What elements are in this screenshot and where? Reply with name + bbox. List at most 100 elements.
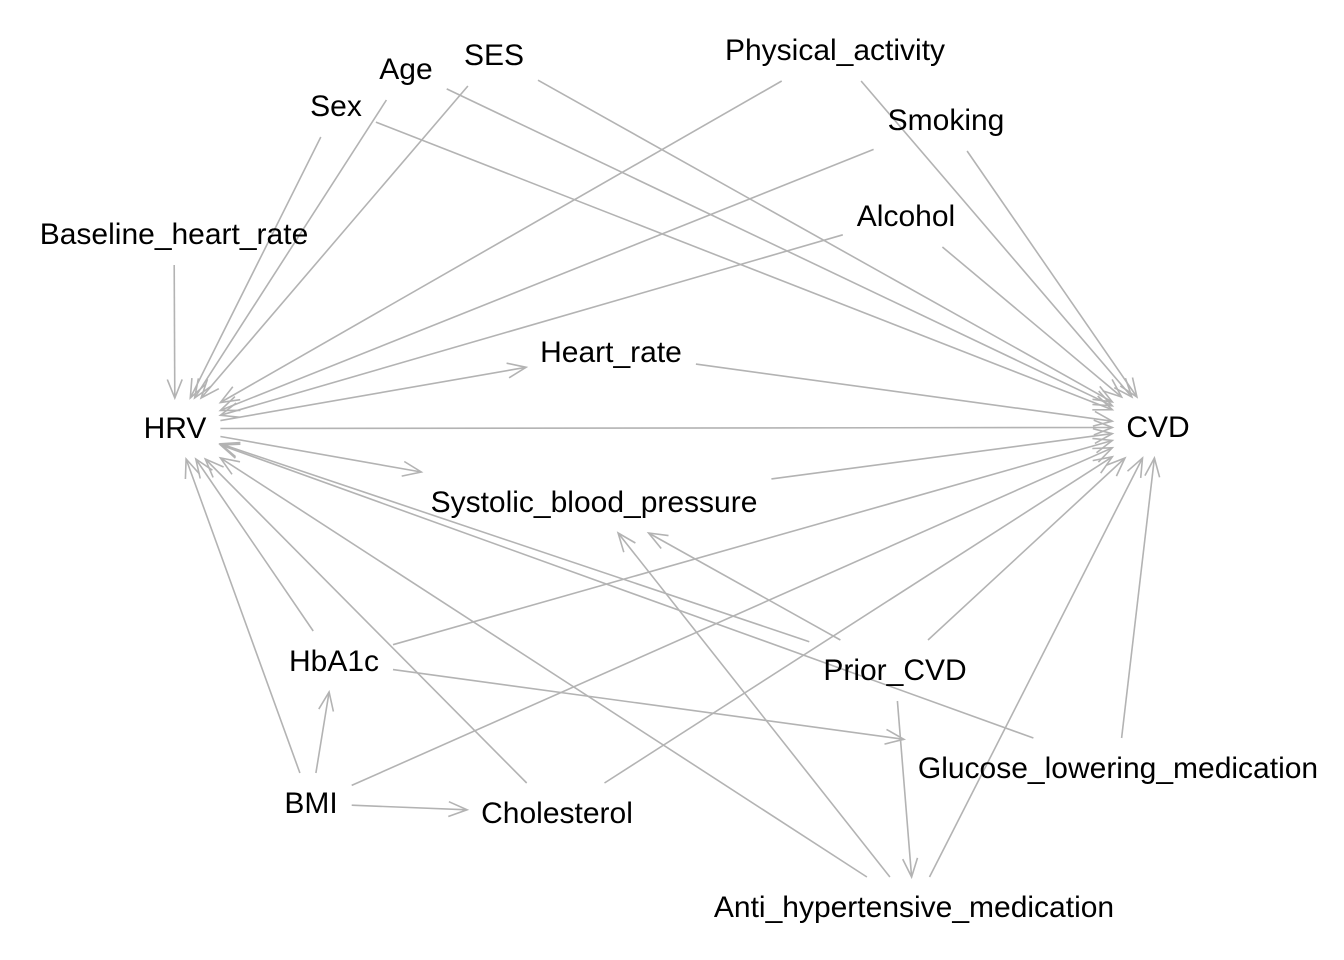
edge-line	[220, 80, 783, 404]
edge-arrowhead	[884, 728, 907, 745]
edge-line	[537, 79, 1113, 403]
edge-arrowhead	[1092, 446, 1115, 463]
edge-bmi-to-hrv	[184, 456, 301, 774]
edge-hrv-to-cvd	[220, 419, 1115, 436]
node-ses: SES	[464, 39, 524, 72]
edge-line	[220, 366, 527, 422]
edge-line	[195, 458, 314, 632]
edge-systolic-blood-pressure-to-cvd	[771, 427, 1115, 480]
edge-arrowhead	[901, 857, 919, 880]
edge-arrowhead	[1092, 455, 1115, 474]
edge-line	[617, 532, 891, 878]
edge-arrowhead	[318, 689, 335, 712]
edge-alcohol-to-hrv	[218, 234, 844, 419]
edge-line	[200, 85, 469, 399]
node-baseline-heart-rate: Baseline_heart_rate	[40, 218, 309, 251]
edge-prior-cvd-to-hrv	[218, 441, 810, 643]
edge-arrowhead	[1144, 455, 1161, 478]
edge-anti-hypertensive-medication-to-cvd	[928, 456, 1144, 878]
node-alcohol: Alcohol	[857, 200, 955, 233]
edge-smoking-to-hrv	[218, 148, 874, 412]
edge-line	[315, 691, 330, 774]
edge-prior-cvd-to-systolic-blood-pressure	[646, 531, 841, 641]
edge-line	[648, 532, 841, 641]
edge-anti-hypertensive-medication-to-hrv	[218, 456, 868, 878]
nodes-layer: Sex Age SES Physical_activity Smoking Ba…	[40, 34, 1318, 924]
edge-baseline-heart-rate-to-hrv	[166, 264, 183, 401]
edge-line	[173, 264, 176, 399]
edge-hrv-to-systolic-blood-pressure	[220, 435, 424, 477]
edge-arrowhead	[1126, 456, 1144, 478]
edge-cholesterol-to-cvd	[604, 455, 1115, 784]
node-cholesterol: Cholesterol	[481, 797, 633, 830]
edge-heart-rate-to-cvd	[695, 363, 1115, 427]
node-hba1c: HbA1c	[289, 645, 379, 678]
edge-line	[220, 435, 422, 473]
edge-arrowhead	[193, 378, 212, 400]
node-anti-hypertensive-medication: Anti_hypertensive_medication	[714, 891, 1114, 924]
edge-arrowhead	[1102, 379, 1124, 399]
edge-line	[1120, 457, 1156, 739]
node-hrv: HRV	[144, 412, 207, 445]
edge-line	[392, 439, 1113, 646]
edge-arrowhead	[218, 441, 241, 458]
edge-bmi-to-cholesterol	[351, 800, 470, 818]
edge-line	[185, 458, 301, 774]
edge-arrowhead	[1093, 419, 1115, 436]
edge-arrowhead	[203, 457, 224, 478]
edge-arrowhead	[218, 386, 241, 404]
node-prior-cvd: Prior_CVD	[823, 654, 966, 687]
edge-arrowhead	[199, 378, 220, 400]
node-bmi: BMI	[284, 787, 337, 820]
edge-glucose-lowering-medication-to-hrv	[218, 443, 1034, 739]
edge-arrowhead	[401, 460, 424, 477]
edge-arrowhead	[448, 800, 470, 818]
edge-line	[941, 246, 1123, 398]
edge-alcohol-to-cvd	[941, 246, 1124, 399]
edge-line	[220, 443, 810, 643]
edges-layer	[166, 79, 1161, 880]
node-sex: Sex	[310, 90, 362, 123]
edge-line	[896, 700, 913, 878]
edge-line	[375, 121, 1113, 411]
edge-hrv-to-heart-rate	[220, 362, 529, 422]
edge-line	[966, 150, 1138, 398]
edge-line	[204, 458, 528, 784]
edge-arrowhead	[218, 402, 241, 419]
edge-line	[220, 234, 844, 417]
node-cvd: CVD	[1126, 411, 1189, 444]
edge-arrowhead	[218, 396, 241, 412]
edge-arrowhead	[1119, 377, 1139, 399]
edge-hba1c-to-glucose-lowering-medication	[392, 668, 907, 745]
edge-arrowhead	[506, 362, 529, 379]
edge-cholesterol-to-hrv	[203, 457, 528, 784]
edge-physical-activity-to-hrv	[218, 80, 783, 404]
edge-arrowhead	[218, 456, 241, 475]
edge-age-to-hrv	[193, 99, 388, 400]
node-smoking: Smoking	[888, 104, 1005, 137]
edge-prior-cvd-to-anti-hypertensive-medication	[896, 700, 919, 880]
edge-smoking-to-cvd	[966, 150, 1139, 399]
edge-bmi-to-cvd	[351, 446, 1115, 787]
edge-line	[392, 668, 905, 741]
edge-line	[604, 456, 1113, 784]
node-physical-activity: Physical_activity	[725, 34, 945, 67]
edge-line	[771, 432, 1113, 480]
edge-line	[927, 457, 1126, 641]
node-glucose-lowering-medication: Glucose_lowering_medication	[918, 752, 1318, 785]
edge-arrowhead	[1092, 427, 1115, 445]
edge-arrowhead	[616, 531, 636, 553]
edge-prior-cvd-to-cvd	[927, 456, 1127, 641]
edge-arrowhead	[646, 531, 669, 550]
edge-line	[189, 136, 322, 399]
edge-glucose-lowering-medication-to-cvd	[1120, 455, 1161, 739]
edge-line	[193, 99, 388, 399]
edge-line	[351, 804, 468, 811]
edge-line	[446, 88, 1113, 407]
edge-bmi-to-hba1c	[315, 689, 335, 774]
edge-arrowhead	[1106, 456, 1127, 477]
edge-line	[220, 426, 1113, 430]
edge-ses-to-hrv	[199, 85, 469, 400]
edge-line	[220, 148, 874, 412]
